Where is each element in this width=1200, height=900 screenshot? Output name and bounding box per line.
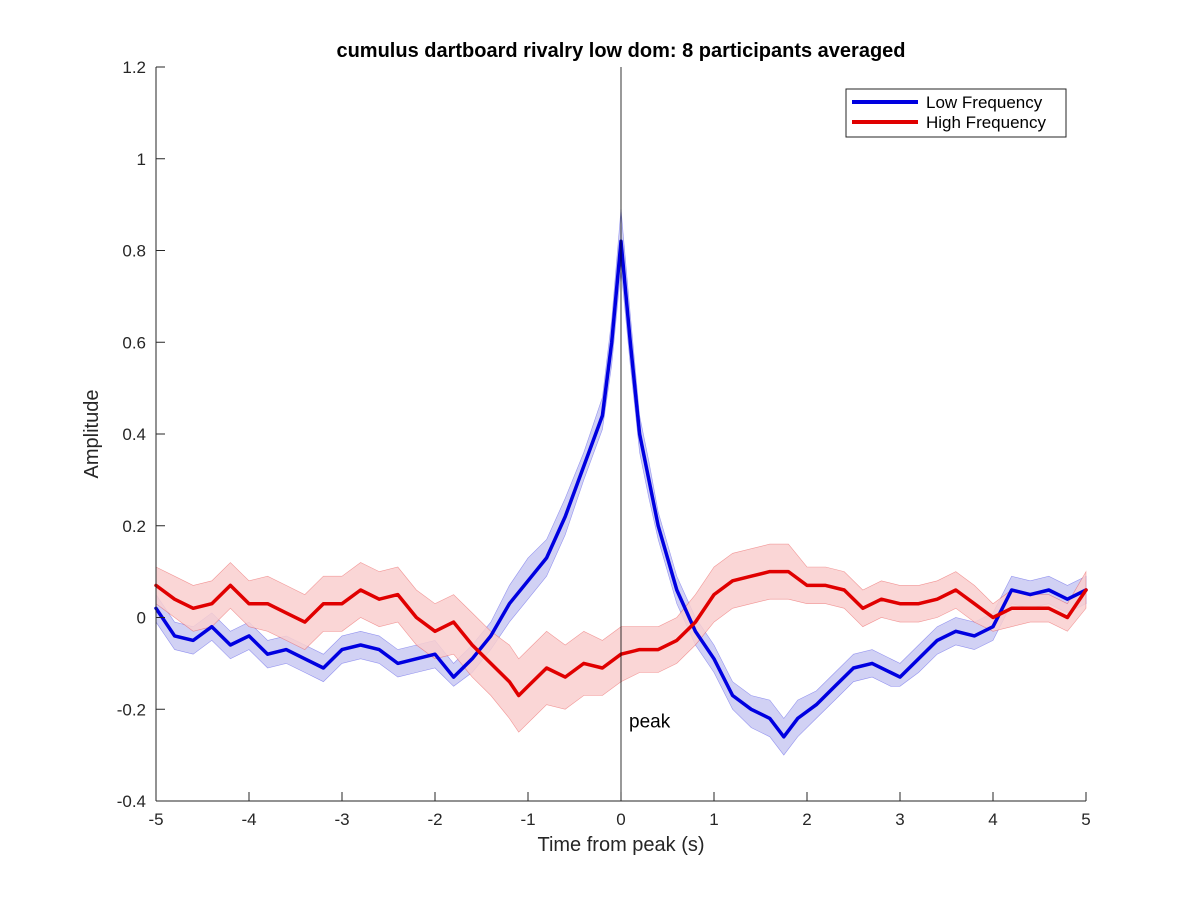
x-tick-label: 0: [616, 810, 625, 829]
x-tick-label: -4: [241, 810, 256, 829]
legend-label-high-frequency: High Frequency: [926, 113, 1047, 132]
peak-annotation: peak: [629, 712, 671, 733]
x-tick-label: 1: [709, 810, 718, 829]
y-tick-label: -0.2: [117, 700, 146, 719]
line-high-frequency: [154, 569, 1088, 698]
y-axis-ticks: -0.4 -0.2 0 0.2 0.4 0.6 0.8 1 1.2: [117, 58, 165, 811]
x-axis-ticks: -5 -4 -3 -2 -1 0 1 2 3 4 5: [148, 792, 1091, 829]
x-axis-label: Time from peak (s): [537, 834, 704, 856]
line-low-frequency: [154, 239, 1088, 739]
x-tick-label: 4: [988, 810, 997, 829]
y-tick-label: 0.6: [122, 333, 146, 352]
y-tick-label: 0.8: [122, 242, 146, 261]
x-tick-label: -1: [520, 810, 535, 829]
x-tick-label: 2: [802, 810, 811, 829]
y-tick-label: -0.4: [117, 792, 146, 811]
x-tick-label: -3: [334, 810, 349, 829]
legend-label-low-frequency: Low Frequency: [926, 93, 1043, 112]
axes: -5 -4 -3 -2 -1 0 1 2 3 4 5 -0.4 -0.2 0 0.2 0.4 0.6 0.8 1 1…: [117, 58, 1091, 829]
x-tick-label: 3: [895, 810, 904, 829]
x-tick-label: -5: [148, 810, 163, 829]
y-tick-label: 0: [137, 609, 146, 628]
y-tick-label: 1.2: [122, 58, 146, 77]
series-lines: [154, 239, 1088, 739]
y-tick-label: 0.2: [122, 517, 146, 536]
y-tick-label: 0.4: [122, 425, 146, 444]
legend: Low Frequency High Frequency: [845, 88, 1067, 138]
y-axis-label: Amplitude: [81, 390, 103, 479]
legend-box: [845, 88, 1067, 138]
x-tick-label: 5: [1081, 810, 1090, 829]
chart-title: cumulus dartboard rivalry low dom: 8 par…: [336, 40, 905, 62]
y-tick-label: 1: [137, 150, 146, 169]
x-tick-label: -2: [427, 810, 442, 829]
